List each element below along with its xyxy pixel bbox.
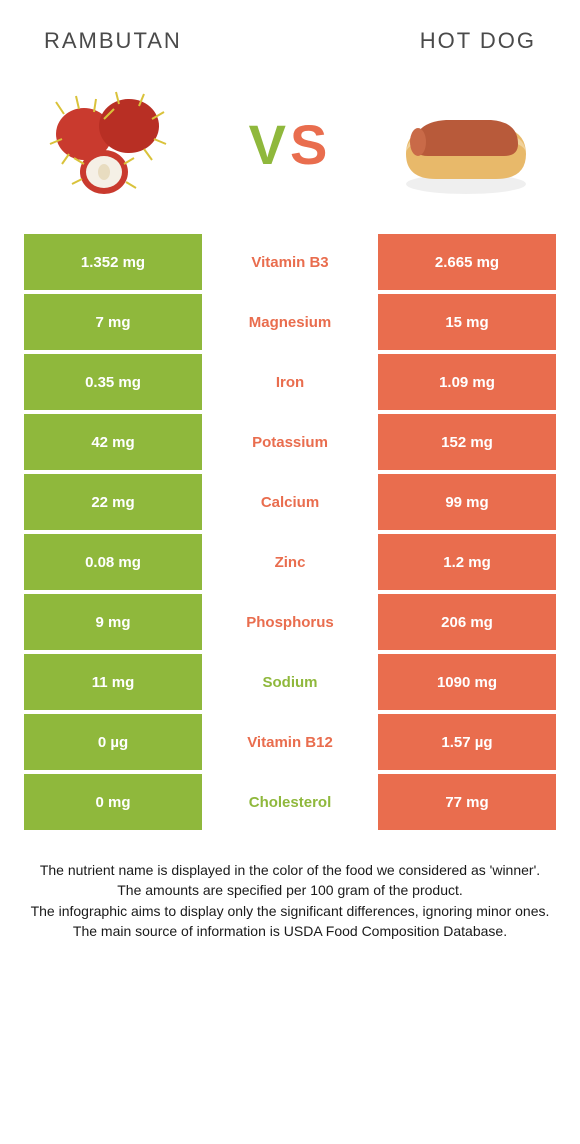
nutrient-label: Zinc [202, 534, 378, 590]
left-value: 0 µg [24, 714, 202, 770]
footer-line: The amounts are specified per 100 gram o… [28, 880, 552, 900]
footer-line: The nutrient name is displayed in the co… [28, 860, 552, 880]
left-food-title: RAMBUTAN [44, 28, 182, 54]
footer-line: The main source of information is USDA F… [28, 921, 552, 941]
table-row: 9 mgPhosphorus206 mg [24, 594, 556, 650]
left-value: 0.08 mg [24, 534, 202, 590]
comparison-table: 1.352 mgVitamin B32.665 mg7 mgMagnesium1… [24, 234, 556, 830]
nutrient-label: Potassium [202, 414, 378, 470]
right-value: 77 mg [378, 774, 556, 830]
vs-v: V [249, 113, 290, 176]
nutrient-label: Cholesterol [202, 774, 378, 830]
header: RAMBUTAN HOT DOG [24, 28, 556, 64]
nutrient-label: Sodium [202, 654, 378, 710]
table-row: 0 mgCholesterol77 mg [24, 774, 556, 830]
right-value: 1.57 µg [378, 714, 556, 770]
nutrient-label: Calcium [202, 474, 378, 530]
right-value: 15 mg [378, 294, 556, 350]
table-row: 11 mgSodium1090 mg [24, 654, 556, 710]
table-row: 0 µgVitamin B121.57 µg [24, 714, 556, 770]
table-row: 22 mgCalcium99 mg [24, 474, 556, 530]
nutrient-label: Vitamin B3 [202, 234, 378, 290]
nutrient-label: Phosphorus [202, 594, 378, 650]
right-food-title: HOT DOG [420, 28, 536, 54]
hotdog-image [386, 84, 546, 204]
left-value: 42 mg [24, 414, 202, 470]
right-value: 1.2 mg [378, 534, 556, 590]
left-value: 1.352 mg [24, 234, 202, 290]
right-value: 2.665 mg [378, 234, 556, 290]
table-row: 1.352 mgVitamin B32.665 mg [24, 234, 556, 290]
table-row: 0.08 mgZinc1.2 mg [24, 534, 556, 590]
right-value: 99 mg [378, 474, 556, 530]
left-value: 0.35 mg [24, 354, 202, 410]
nutrient-label: Iron [202, 354, 378, 410]
vs-row: VS [24, 64, 556, 234]
nutrient-label: Magnesium [202, 294, 378, 350]
vs-s: S [290, 113, 331, 176]
right-value: 152 mg [378, 414, 556, 470]
vs-label: VS [249, 112, 332, 177]
nutrient-label: Vitamin B12 [202, 714, 378, 770]
left-value: 22 mg [24, 474, 202, 530]
left-value: 0 mg [24, 774, 202, 830]
table-row: 42 mgPotassium152 mg [24, 414, 556, 470]
left-value: 9 mg [24, 594, 202, 650]
footer-notes: The nutrient name is displayed in the co… [24, 860, 556, 941]
table-row: 0.35 mgIron1.09 mg [24, 354, 556, 410]
right-value: 1090 mg [378, 654, 556, 710]
footer-line: The infographic aims to display only the… [28, 901, 552, 921]
table-row: 7 mgMagnesium15 mg [24, 294, 556, 350]
right-value: 1.09 mg [378, 354, 556, 410]
left-value: 11 mg [24, 654, 202, 710]
left-value: 7 mg [24, 294, 202, 350]
rambutan-image [34, 84, 194, 204]
right-value: 206 mg [378, 594, 556, 650]
